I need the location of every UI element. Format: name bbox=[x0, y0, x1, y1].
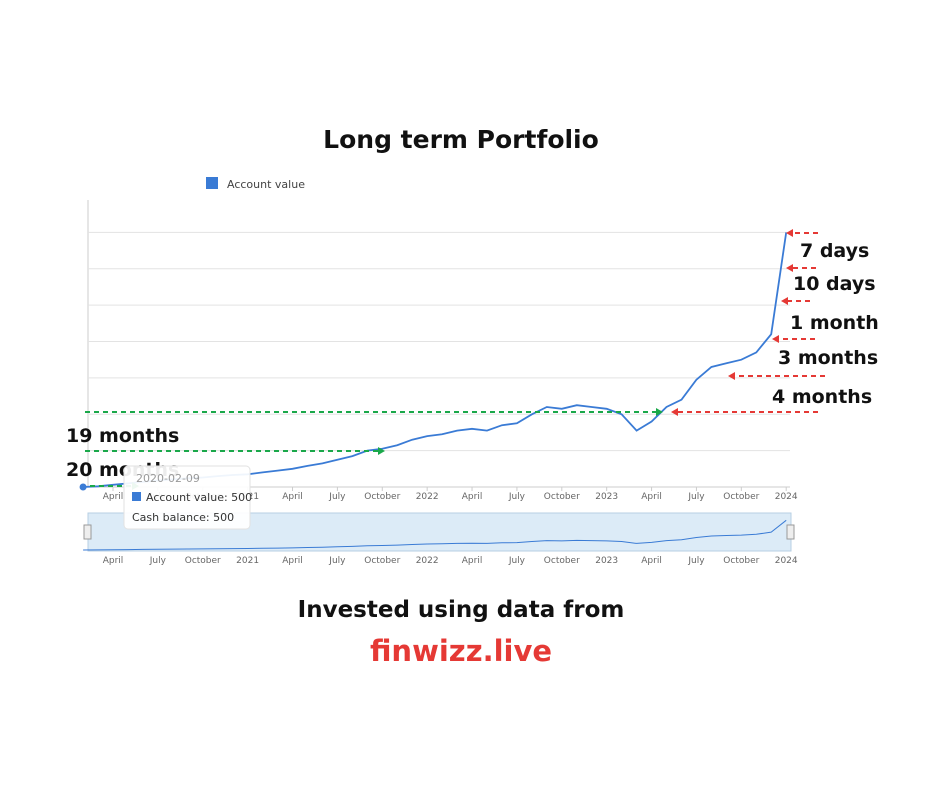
tooltip: 2020-02-09 Account value: 500 Cash balan… bbox=[123, 465, 252, 530]
navigator-tick-label: 2023 bbox=[595, 556, 618, 566]
navigator-handle[interactable] bbox=[786, 524, 795, 540]
plot: AprilAprilJulyJulyOctoberOctober20212021… bbox=[79, 231, 798, 566]
tooltip-value: Account value: 500 bbox=[146, 491, 252, 504]
navigator-tick-label: October bbox=[185, 556, 221, 566]
navigator-tick-label: July bbox=[328, 556, 346, 566]
x-tick-label: October bbox=[723, 492, 759, 502]
navigator-tick-label: 2022 bbox=[416, 556, 439, 566]
navigator-tick-label: April bbox=[462, 556, 483, 566]
tooltip-swatch bbox=[132, 492, 141, 501]
annotation: 4 months bbox=[772, 386, 872, 408]
navigator-tick-label: 2021 bbox=[236, 556, 259, 566]
annotation: 7 days bbox=[800, 240, 869, 262]
point-marker bbox=[79, 483, 87, 491]
footer-link[interactable]: finwizz.live bbox=[370, 634, 552, 668]
x-tick-label: October bbox=[364, 492, 400, 502]
navigator-line bbox=[83, 519, 787, 551]
navigator-tick-label: April bbox=[641, 556, 662, 566]
navigator-tick-label: July bbox=[508, 556, 526, 566]
legend-swatch[interactable] bbox=[206, 177, 218, 189]
chart-title: Long term Portfolio bbox=[323, 125, 599, 154]
footer-text: Invested using data from bbox=[298, 597, 625, 623]
x-tick-label: July bbox=[687, 492, 705, 502]
navigator-tick-label: July bbox=[149, 556, 167, 566]
x-tick-label: April bbox=[462, 492, 483, 502]
annotation: 3 months bbox=[778, 347, 878, 369]
x-tick-label: 2024 bbox=[775, 492, 798, 502]
navigator-tick-label: October bbox=[723, 556, 759, 566]
tooltip-date: 2020-02-09 bbox=[136, 472, 200, 485]
x-tick-label: October bbox=[544, 492, 580, 502]
annotation-arrows bbox=[85, 232, 825, 487]
navigator-handle[interactable] bbox=[83, 524, 92, 540]
tooltip-box bbox=[123, 465, 251, 530]
legend-label[interactable]: Account value bbox=[227, 178, 305, 191]
x-tick-label: 2022 bbox=[416, 492, 439, 502]
navigator-tick-label: July bbox=[687, 556, 705, 566]
x-tick-label: April bbox=[282, 492, 303, 502]
navigator-tick-label: 2024 bbox=[775, 556, 798, 566]
navigator-tick-label: October bbox=[364, 556, 400, 566]
navigator-tick-label: October bbox=[544, 556, 580, 566]
x-tick-label: July bbox=[328, 492, 346, 502]
x-tick-label: 2023 bbox=[595, 492, 618, 502]
navigator-tick-label: April bbox=[282, 556, 303, 566]
navigator-tick-label: April bbox=[103, 556, 124, 566]
annotation: 10 days bbox=[793, 273, 876, 295]
tooltip-cash: Cash balance: 500 bbox=[132, 511, 234, 524]
annotation: 19 months bbox=[66, 425, 179, 447]
annotation: 1 month bbox=[790, 312, 879, 334]
x-tick-label: April bbox=[103, 492, 124, 502]
x-tick-label: April bbox=[641, 492, 662, 502]
x-tick-label: July bbox=[508, 492, 526, 502]
